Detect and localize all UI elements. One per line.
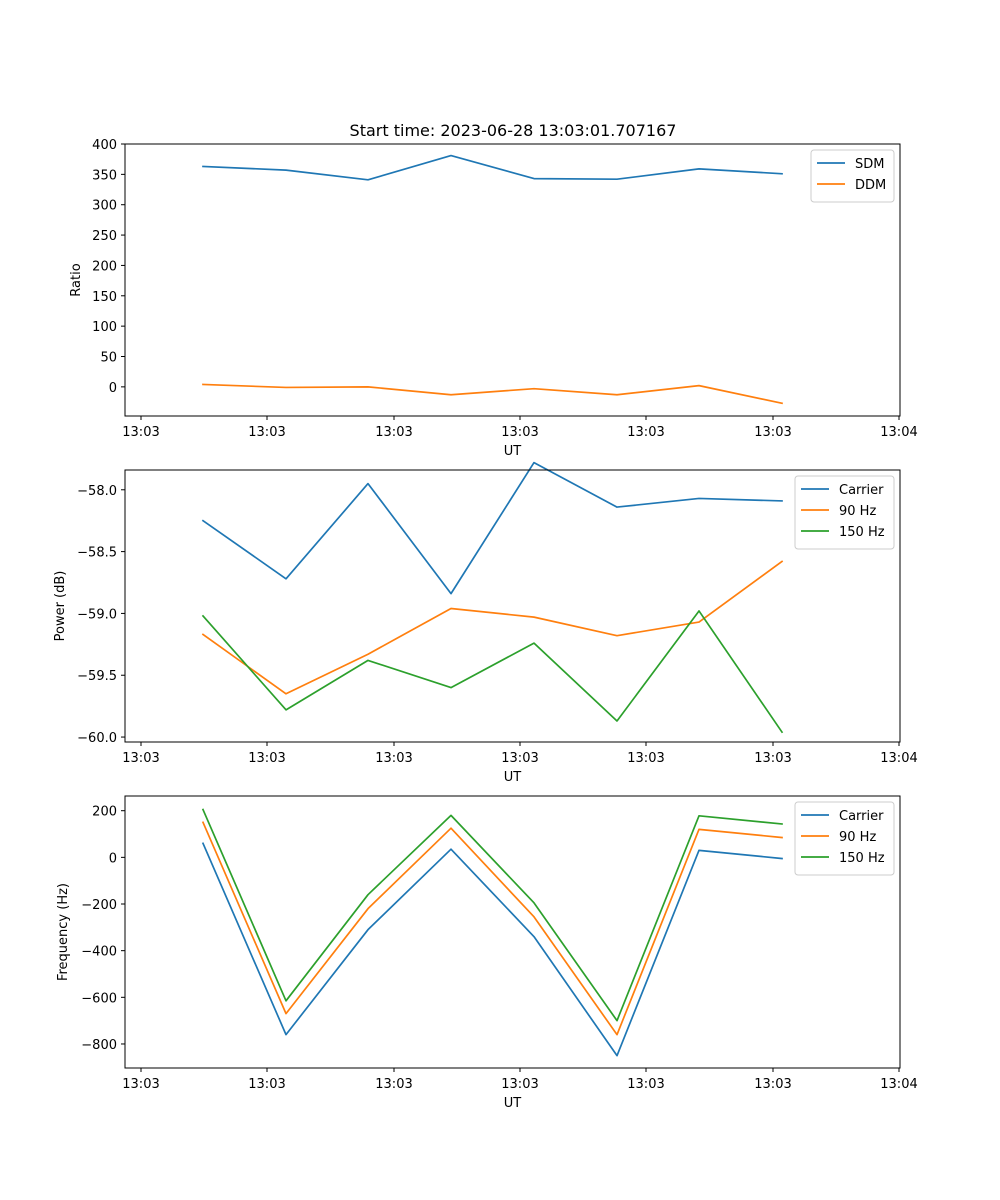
x-tick-label: 13:03 [375,425,412,440]
x-tick-label: 13:03 [627,751,664,766]
x-tick-label: 13:04 [880,425,917,440]
legend-label: DDM [855,178,886,193]
x-axis-label: UT [504,1096,522,1111]
x-tick-label: 13:03 [248,1077,285,1092]
series-line-carrier [201,842,783,1057]
x-tick-label: 13:03 [375,751,412,766]
y-axis-label: Power (dB) [53,571,68,642]
y-tick-label: 200 [92,805,117,820]
y-tick-label: −600 [81,991,117,1006]
y-axis-label: Frequency (Hz) [56,883,71,981]
x-tick-label: 13:03 [754,751,791,766]
axes-frame [124,469,901,743]
legend: Carrier 90 Hz 150 Hz [794,801,895,876]
x-tick-label: 13:03 [501,425,538,440]
y-tick-label: −800 [81,1038,117,1053]
series-line-ddm [202,383,784,405]
y-tick-label: −59.0 [77,607,117,622]
x-axis-label: UT [504,444,522,459]
series-line-sdm [202,154,783,181]
legend: SDM DDM [810,149,895,203]
panel-3: 13:03 13:03 13:03 13:03 13:03 13:03 13:04 −800 −… [56,795,918,1111]
y-tick-label: 100 [92,320,117,335]
x-tick-label: 13:03 [248,751,285,766]
legend-label: SDM [855,157,884,172]
x-tick-label: 13:03 [754,1077,791,1092]
y-tick-label: −60.0 [77,731,117,746]
y-axis-label: Ratio [69,263,84,296]
x-tick-label: 13:03 [501,751,538,766]
y-tick-label: −400 [81,945,117,960]
legend-label: 150 Hz [839,851,885,866]
y-tick-label: −59.5 [77,669,117,684]
panel-2: 13:03 13:03 13:03 13:03 13:03 13:03 13:04 −60.0… [53,461,918,785]
x-axis-label: UT [504,770,522,785]
y-tick-label: 250 [92,229,117,244]
series-line-150-hz [201,808,783,1022]
legend-label: 150 Hz [839,525,885,540]
panels: 13:03 13:03 13:03 13:03 13:03 13:03 13:04 0 50 10… [53,138,918,1111]
y-tick-label: 0 [109,851,117,866]
x-tick-label: 13:03 [627,425,664,440]
x-tick-label: 13:03 [754,425,791,440]
series-line-carrier [201,461,783,595]
panel-1: 13:03 13:03 13:03 13:03 13:03 13:03 13:04 0 50 10… [69,138,918,459]
axes-frame [124,143,901,417]
x-tick-label: 13:03 [122,1077,159,1092]
y-tick-label: 350 [92,168,117,183]
legend-label: 90 Hz [839,504,876,519]
y-tick-label: −58.0 [77,484,117,499]
x-tick-label: 13:03 [375,1077,412,1092]
y-tick-label: 150 [92,290,117,305]
x-tick-label: 13:04 [880,751,917,766]
legend: Carrier 90 Hz 150 Hz [794,475,895,550]
legend-label: 90 Hz [839,830,876,845]
axes-frame [124,795,901,1069]
legend-label: Carrier [839,809,884,824]
y-tick-label: −200 [81,898,117,913]
series-line-90-hz [201,821,783,1036]
series-line-90-hz [201,560,784,695]
y-tick-label: 400 [92,138,117,153]
legend-label: Carrier [839,483,884,498]
x-tick-label: 13:04 [880,1077,917,1092]
y-tick-label: −58.5 [77,546,117,561]
x-tick-label: 13:03 [248,425,285,440]
y-tick-label: 200 [92,259,117,274]
y-tick-label: 50 [100,351,117,366]
y-tick-label: 0 [109,381,117,396]
series-line-150-hz [201,610,784,734]
x-tick-label: 13:03 [501,1077,538,1092]
x-tick-label: 13:03 [122,425,159,440]
figure-title: Start time: 2023-06-28 13:03:01.707167 [350,121,677,140]
y-tick-label: 300 [92,199,117,214]
x-tick-label: 13:03 [627,1077,664,1092]
x-tick-label: 13:03 [122,751,159,766]
